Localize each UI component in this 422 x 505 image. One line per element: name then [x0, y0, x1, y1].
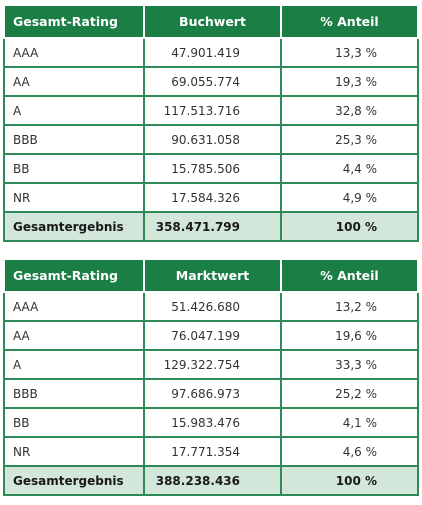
total-row: Gesamtergebnis 358.471.799 100 % — [3, 211, 419, 242]
total-value: 388.238.436 — [143, 465, 282, 496]
total-row: Gesamtergebnis 388.238.436 100 % — [3, 465, 419, 496]
share-cell: 25,3 % — [280, 124, 419, 155]
rating-cell: A — [3, 95, 145, 126]
value-cell: 17.771.354 — [143, 436, 282, 467]
share-cell: 4,9 % — [280, 182, 419, 213]
rating-cell: AAA — [3, 37, 145, 68]
table-row: AAA 51.426.680 13,2 % — [3, 291, 419, 322]
share-cell: 25,2 % — [280, 378, 419, 409]
table-row: NR 17.584.326 4,9 % — [3, 182, 419, 213]
header-book-value: Buchwert — [143, 4, 282, 39]
rating-cell: AA — [3, 320, 145, 351]
share-cell: 4,4 % — [280, 153, 419, 184]
rating-cell: BB — [3, 153, 145, 184]
value-cell: 76.047.199 — [143, 320, 282, 351]
share-cell: 13,2 % — [280, 291, 419, 322]
rating-cell: BBB — [3, 378, 145, 409]
share-cell: 19,6 % — [280, 320, 419, 351]
value-cell: 117.513.716 — [143, 95, 282, 126]
total-share: 100 % — [280, 211, 419, 242]
total-share: 100 % — [280, 465, 419, 496]
share-cell: 19,3 % — [280, 66, 419, 97]
value-cell: 51.426.680 — [143, 291, 282, 322]
rating-cell: BBB — [3, 124, 145, 155]
value-cell: 97.686.973 — [143, 378, 282, 409]
rating-cell: BB — [3, 407, 145, 438]
value-cell: 17.584.326 — [143, 182, 282, 213]
rating-cell: NR — [3, 436, 145, 467]
share-cell: 33,3 % — [280, 349, 419, 380]
total-label: Gesamtergebnis — [3, 211, 145, 242]
book-value-table: Gesamt-Rating Buchwert % Anteil AAA 47.9… — [3, 4, 419, 242]
market-value-table: Gesamt-Rating Marktwert % Anteil AAA 51.… — [3, 258, 419, 496]
header-market-value: Marktwert — [143, 258, 282, 293]
table-row: BB 15.785.506 4,4 % — [3, 153, 419, 184]
value-cell: 69.055.774 — [143, 66, 282, 97]
table-row: AA 76.047.199 19,6 % — [3, 320, 419, 351]
total-label: Gesamtergebnis — [3, 465, 145, 496]
table-header-row: Gesamt-Rating Buchwert % Anteil — [3, 4, 419, 39]
header-rating: Gesamt-Rating — [3, 258, 145, 293]
table-row: AA 69.055.774 19,3 % — [3, 66, 419, 97]
share-cell: 4,1 % — [280, 407, 419, 438]
value-cell: 47.901.419 — [143, 37, 282, 68]
header-share: % Anteil — [280, 4, 419, 39]
table-row: BBB 90.631.058 25,3 % — [3, 124, 419, 155]
share-cell: 32,8 % — [280, 95, 419, 126]
rating-cell: AAA — [3, 291, 145, 322]
value-cell: 15.983.476 — [143, 407, 282, 438]
table-row: AAA 47.901.419 13,3 % — [3, 37, 419, 68]
total-value: 358.471.799 — [143, 211, 282, 242]
share-cell: 13,3 % — [280, 37, 419, 68]
share-cell: 4,6 % — [280, 436, 419, 467]
table-row: BB 15.983.476 4,1 % — [3, 407, 419, 438]
table-row: BBB 97.686.973 25,2 % — [3, 378, 419, 409]
header-rating: Gesamt-Rating — [3, 4, 145, 39]
rating-cell: A — [3, 349, 145, 380]
value-cell: 15.785.506 — [143, 153, 282, 184]
value-cell: 129.322.754 — [143, 349, 282, 380]
value-cell: 90.631.058 — [143, 124, 282, 155]
table-row: A 117.513.716 32,8 % — [3, 95, 419, 126]
table-row: NR 17.771.354 4,6 % — [3, 436, 419, 467]
table-header-row: Gesamt-Rating Marktwert % Anteil — [3, 258, 419, 293]
rating-cell: AA — [3, 66, 145, 97]
header-share: % Anteil — [280, 258, 419, 293]
rating-cell: NR — [3, 182, 145, 213]
table-row: A 129.322.754 33,3 % — [3, 349, 419, 380]
